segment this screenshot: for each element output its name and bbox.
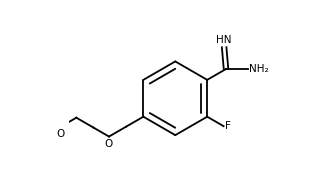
Text: NH₂: NH₂ [249, 64, 268, 74]
Text: O: O [57, 129, 65, 139]
Text: O: O [105, 139, 113, 149]
Text: HN: HN [216, 35, 232, 45]
Text: F: F [225, 121, 231, 131]
